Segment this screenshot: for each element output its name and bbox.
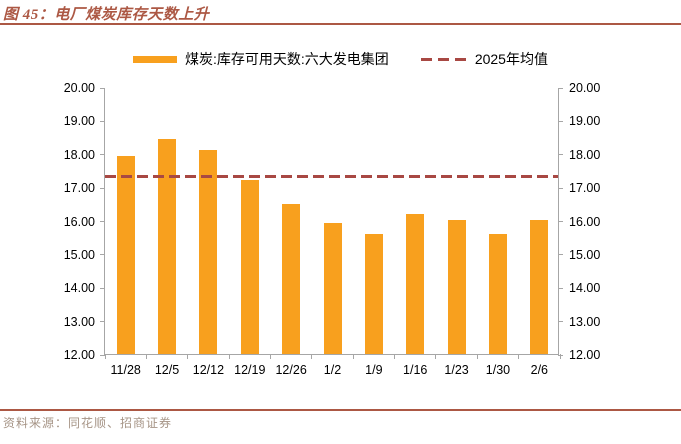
legend-dash-swatch-icon	[420, 57, 467, 61]
y-axis-label-left: 13.00	[63, 314, 95, 329]
y-axis-tick	[100, 287, 105, 289]
y-axis-label-right: 16.00	[569, 214, 601, 229]
bar-12/12	[199, 150, 218, 354]
y-axis-tick	[100, 87, 105, 89]
y-axis-tick	[558, 221, 563, 222]
y-axis-tick	[100, 254, 105, 256]
x-axis-label: 12/12	[192, 363, 225, 377]
x-axis-label: 12/19	[234, 363, 266, 377]
x-axis-label: 2/6	[530, 363, 549, 377]
y-axis-label-right: 13.00	[569, 314, 601, 329]
y-axis-label-right: 12.00	[569, 348, 601, 362]
source-note: 资料来源：同花顺、招商证券	[3, 416, 173, 430]
x-axis-tick	[394, 354, 396, 359]
x-axis-tick	[559, 354, 561, 359]
bar-12/19	[240, 179, 259, 354]
x-axis-label: 1/30	[485, 363, 511, 377]
legend-item-series: 煤炭:库存可用天数:六大发电集团	[133, 49, 389, 69]
bar-1/16	[406, 214, 425, 354]
y-axis-label-left: 15.00	[63, 247, 95, 262]
y-axis-tick	[558, 154, 563, 156]
x-axis-tick	[187, 354, 189, 359]
x-axis-tick	[435, 354, 437, 359]
x-axis-label: 12/5	[154, 363, 180, 377]
y-axis-label-left: 12.00	[63, 348, 95, 362]
y-axis-tick	[558, 254, 563, 256]
y-axis-label-right: 20.00	[569, 81, 601, 95]
bar-1/30	[488, 233, 507, 354]
y-axis-tick	[558, 120, 563, 122]
title-divider	[0, 23, 681, 25]
x-axis-label: 1/16	[403, 363, 428, 377]
chart-legend: 煤炭:库存可用天数:六大发电集团 2025年均值	[0, 48, 681, 70]
legend-item-mean: 2025年均值	[420, 49, 548, 69]
x-axis-label: 1/2	[323, 363, 342, 377]
y-axis-tick	[100, 354, 105, 356]
y-axis-label-left: 19.00	[63, 114, 95, 129]
x-axis-label: 1/9	[365, 363, 383, 377]
y-axis-label-left: 16.00	[63, 214, 95, 229]
x-axis-label: 12/26	[275, 363, 307, 377]
bar-1/9	[364, 233, 383, 354]
y-axis-label-right: 19.00	[569, 114, 601, 129]
x-axis-tick	[352, 354, 354, 359]
legend-mean-label: 2025年均值	[474, 51, 548, 67]
x-axis-tick	[228, 354, 230, 359]
x-axis-tick	[311, 354, 313, 359]
x-axis-label: 1/23	[444, 363, 469, 377]
y-axis-label-right: 17.00	[569, 181, 601, 196]
y-axis-tick	[558, 354, 563, 356]
bar-1/2	[323, 222, 342, 354]
bar-2/6	[530, 220, 549, 354]
y-axis-tick	[100, 321, 105, 323]
bar-12/5	[158, 139, 177, 354]
y-axis-tick	[100, 187, 105, 189]
bar-11/28	[116, 156, 135, 354]
y-axis-tick	[100, 154, 105, 156]
legend-bar-swatch-icon	[133, 55, 178, 63]
x-axis-tick	[145, 354, 147, 359]
bar-12/26	[282, 204, 301, 354]
y-axis-label-left: 18.00	[63, 147, 95, 162]
bar-1/23	[447, 220, 466, 354]
x-axis-tick	[476, 354, 478, 359]
y-axis-label-right: 15.00	[569, 247, 601, 262]
y-axis-tick	[558, 87, 563, 89]
y-axis-label-right: 18.00	[569, 147, 601, 162]
y-axis-label-left: 14.00	[63, 281, 95, 296]
mean-dashed-line	[105, 174, 558, 178]
x-axis-tick	[518, 354, 520, 359]
y-axis-tick	[558, 321, 563, 323]
y-axis-tick	[558, 187, 563, 189]
y-axis-tick	[100, 221, 105, 222]
legend-series-label: 煤炭:库存可用天数:六大发电集团	[185, 51, 389, 67]
y-axis-label-right: 14.00	[569, 281, 601, 296]
chart-plot-area: 12.00 12.00 13.00 13.00 14.00 14.00 15.00 15.00…	[64, 81, 601, 377]
figure-title: 图 45：电厂煤炭库存天数上升	[3, 7, 210, 23]
y-axis-label-left: 17.00	[63, 181, 95, 196]
y-axis-label-left: 20.00	[63, 81, 95, 95]
footer-divider	[0, 409, 681, 411]
x-axis-tick	[269, 354, 271, 359]
y-axis-tick	[558, 287, 563, 289]
y-axis-tick	[100, 120, 105, 122]
x-axis-label: 11/28	[110, 363, 141, 377]
x-axis-tick	[104, 354, 106, 359]
